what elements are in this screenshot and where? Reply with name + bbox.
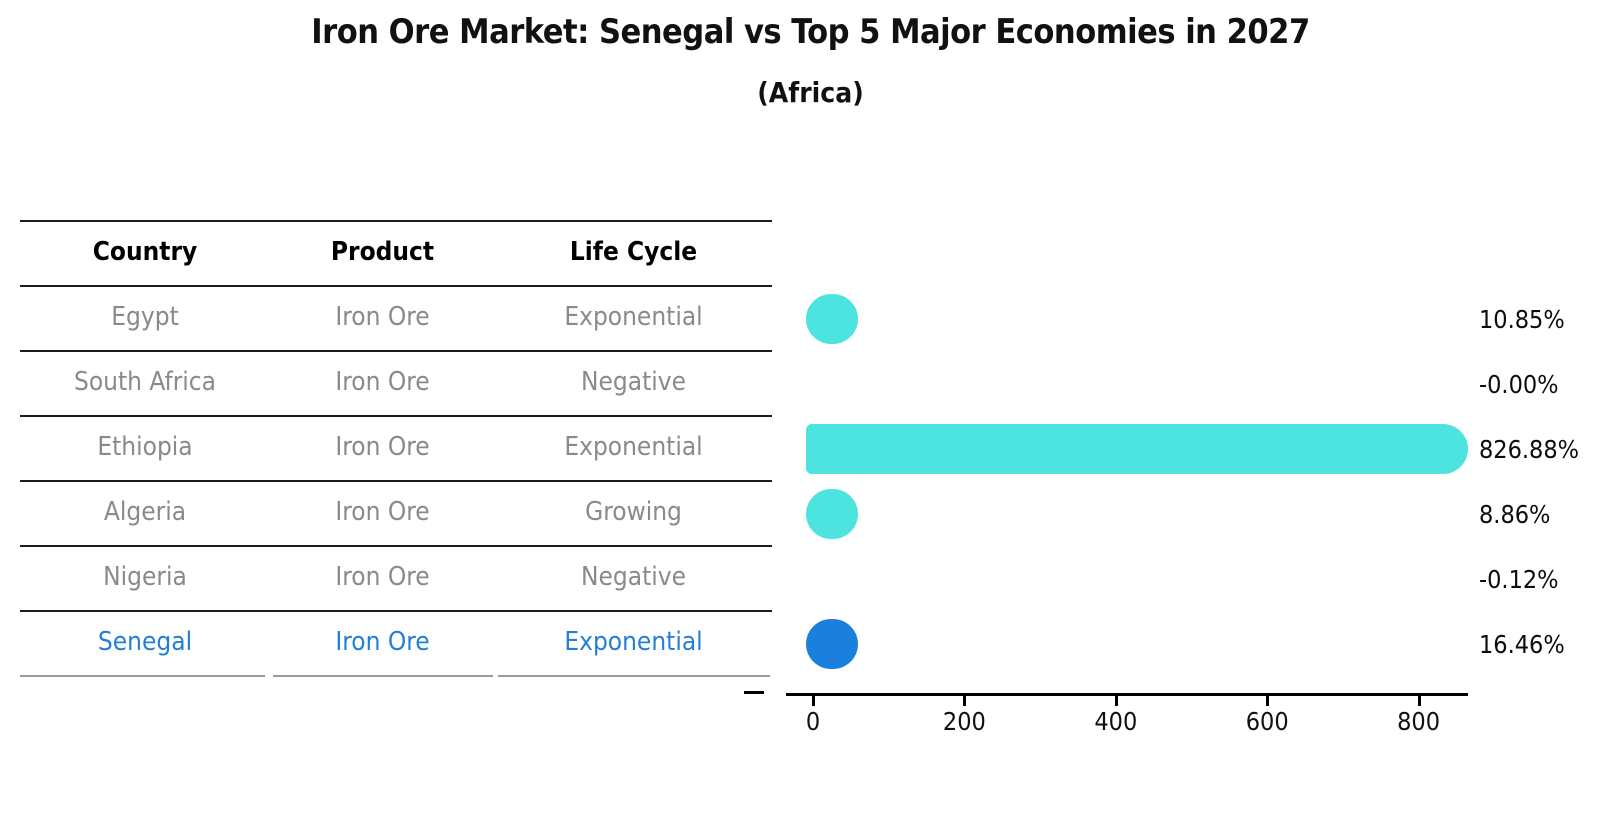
table-bottom-border (20, 675, 265, 677)
value-label: 8.86% (1479, 500, 1551, 529)
table-cell-country: Ethiopia (97, 432, 193, 462)
x-axis-tick (1114, 696, 1118, 706)
table-cell-life_cycle: Negative (581, 367, 686, 397)
bar-senegal (806, 618, 858, 669)
table-cell-life_cycle: Negative (581, 562, 686, 592)
table-row-divider (20, 545, 772, 547)
value-label: 826.88% (1479, 435, 1580, 464)
table-cell-product: Iron Ore (335, 627, 430, 657)
table-header-country: Country (92, 237, 198, 267)
table-row-divider (20, 610, 772, 612)
x-axis-tick-label: 400 (1094, 707, 1138, 736)
table-top-border (20, 220, 772, 222)
table-cell-country: Senegal (97, 627, 193, 657)
table-cell-life_cycle: Exponential (564, 302, 703, 332)
table-bottom-border (273, 675, 493, 677)
table-header-product: Product (330, 237, 435, 267)
table-cell-product: Iron Ore (335, 432, 430, 462)
axis-sketch-fragment (744, 691, 764, 694)
x-axis-tick-label: 0 (805, 707, 821, 736)
value-label: 10.85% (1479, 305, 1565, 334)
x-axis-tick-label: 600 (1245, 707, 1289, 736)
table-cell-life_cycle: Exponential (564, 627, 703, 657)
table-cell-product: Iron Ore (335, 497, 430, 527)
table-row-divider (20, 285, 772, 287)
x-axis-tick (963, 696, 967, 706)
table-cell-country: Egypt (111, 302, 179, 332)
table-cell-product: Iron Ore (335, 302, 430, 332)
table-cell-product: Iron Ore (335, 367, 430, 397)
chart-title: Iron Ore Market: Senegal vs Top 5 Major … (311, 12, 1310, 52)
x-axis-tick-label: 800 (1397, 707, 1441, 736)
table-row-divider (20, 350, 772, 352)
chart-subtitle: (Africa) (757, 76, 864, 109)
table-row-divider (20, 415, 772, 417)
x-axis-tick (1417, 696, 1421, 706)
table-cell-product: Iron Ore (335, 562, 430, 592)
x-axis-tick-label: 200 (942, 707, 986, 736)
value-label: -0.00% (1479, 370, 1559, 399)
table-cell-life_cycle: Growing (585, 497, 682, 527)
x-axis-tick (812, 696, 815, 706)
bar-egypt (806, 293, 858, 344)
bar-algeria (806, 488, 858, 539)
value-label: -0.12% (1479, 565, 1559, 594)
table-cell-life_cycle: Exponential (564, 432, 703, 462)
table-cell-country: South Africa (73, 367, 216, 397)
table-cell-country: Nigeria (103, 562, 187, 592)
table-cell-country: Algeria (103, 497, 187, 527)
table-row-divider (20, 480, 772, 482)
table-bottom-border (498, 675, 770, 677)
x-axis-tick (1266, 696, 1270, 706)
table-header-life-cycle: Life Cycle (569, 237, 698, 267)
value-label: 16.46% (1479, 630, 1565, 659)
bar-ethiopia (806, 423, 1468, 474)
x-axis-line (786, 693, 1468, 696)
